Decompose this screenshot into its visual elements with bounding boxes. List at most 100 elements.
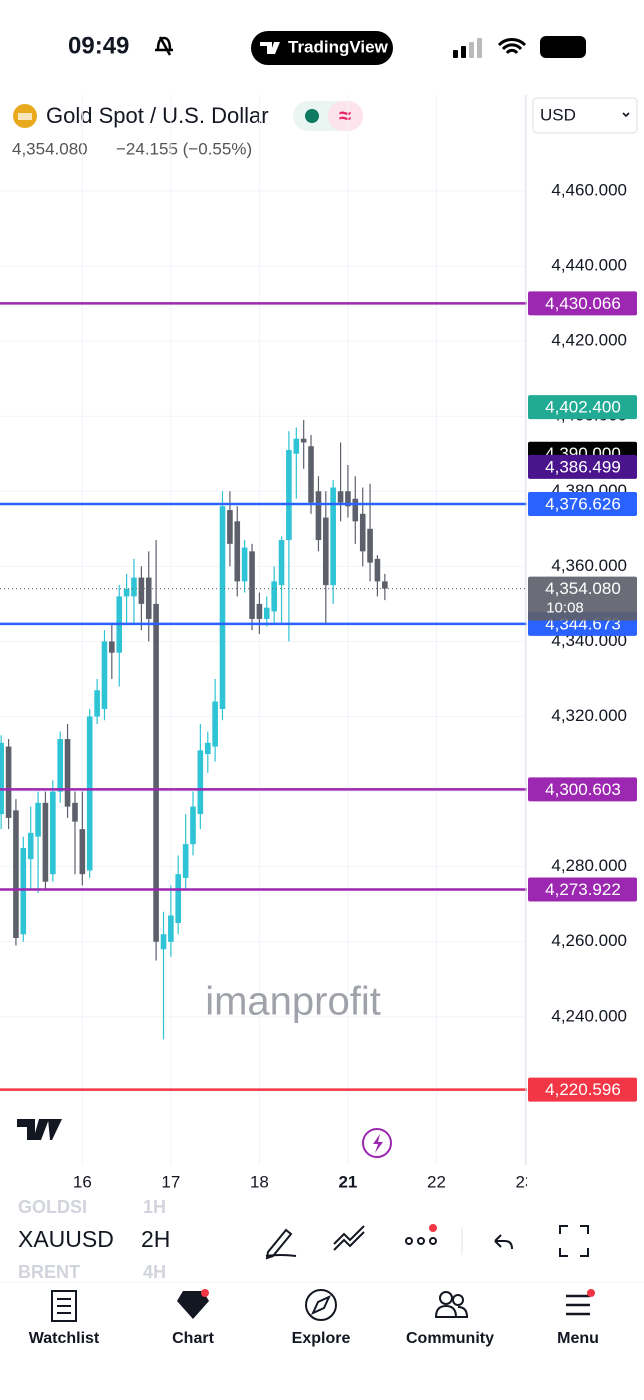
candle-body — [72, 802, 78, 822]
price-badge-label: 4,220.596 — [545, 1080, 621, 1099]
symbol-option[interactable]: GOLDSI — [18, 1197, 87, 1217]
last-price-badge — [528, 576, 637, 621]
candle-body — [42, 802, 49, 882]
app-pill[interactable] — [251, 31, 393, 65]
community-icon — [434, 1304, 469, 1318]
community-head — [452, 1294, 464, 1306]
x-tick-label: 21 — [338, 1172, 357, 1191]
candle-body — [219, 506, 226, 710]
menu-icon — [566, 1294, 590, 1316]
candle-body — [50, 791, 56, 875]
y-tick-label: 4,460.000 — [551, 180, 627, 199]
notify-dot — [201, 1289, 209, 1297]
clock: 09:49 — [68, 32, 129, 59]
candle-body — [293, 438, 300, 454]
candle-body — [94, 690, 100, 717]
currency-select[interactable] — [532, 97, 638, 134]
indicators-tool[interactable] — [333, 1225, 365, 1251]
candle-body — [79, 829, 86, 875]
candle-body — [234, 521, 241, 582]
notify-dot — [587, 1289, 595, 1297]
y-tick-label: 4,360.000 — [551, 556, 627, 575]
countdown: 10:08 — [546, 600, 584, 617]
price-badge-label: 4,300.603 — [545, 780, 621, 799]
status-badge-pink — [328, 101, 363, 131]
candle-body — [352, 498, 359, 522]
price-badge — [528, 395, 637, 420]
candle-body — [35, 802, 41, 837]
candle-body — [271, 581, 277, 612]
candle-body — [367, 528, 373, 563]
candle-body — [138, 577, 145, 604]
nav-label[interactable]: Explore — [292, 1330, 351, 1347]
candle-body — [204, 742, 211, 755]
price-badge — [528, 1077, 637, 1102]
candle-body — [168, 915, 174, 942]
fade — [95, 1195, 125, 1285]
battery-icon — [540, 36, 586, 58]
watermark: imanprofit — [205, 980, 381, 1024]
axis-cover — [527, 1166, 644, 1196]
candle-body — [109, 641, 115, 653]
interval-option[interactable]: 4H — [143, 1262, 166, 1282]
nav-label[interactable]: Community — [406, 1330, 494, 1347]
symbol-option[interactable]: BRENT — [18, 1262, 80, 1282]
compass — [310, 1294, 332, 1316]
price-badge-label: 4,273.922 — [545, 880, 621, 899]
nav-label[interactable]: Watchlist — [29, 1330, 100, 1347]
x-tick-label: 18 — [250, 1172, 269, 1191]
watchlist-icon — [51, 1290, 77, 1322]
candle-body — [300, 438, 307, 443]
candle-body — [337, 491, 344, 503]
price-badge-label: 4,430.066 — [545, 294, 621, 313]
fullscreen-tool[interactable] — [559, 1225, 589, 1257]
candle-body — [286, 449, 292, 541]
undo-tool[interactable] — [494, 1234, 513, 1250]
candle-body — [123, 588, 130, 597]
candle-body — [182, 844, 189, 878]
explore-icon — [305, 1289, 337, 1321]
candle-body — [359, 513, 366, 552]
price-badge — [528, 454, 637, 479]
candle-body — [249, 551, 255, 619]
alert-button[interactable] — [362, 1128, 392, 1158]
candle-body — [57, 739, 64, 792]
notify-dot — [429, 1224, 437, 1232]
last-price-label: 4,354.080 — [545, 579, 621, 598]
candle-body — [227, 510, 233, 544]
x-tick-label: 22 — [427, 1172, 446, 1191]
y-tick-label: 4,280.000 — [551, 856, 627, 875]
y-tick-label: 4,240.000 — [551, 1006, 627, 1025]
community-head — [439, 1291, 453, 1305]
interval[interactable]: 2H — [141, 1226, 170, 1252]
signal-icon — [453, 38, 482, 58]
candle-body — [382, 581, 388, 589]
candle-body — [212, 701, 218, 747]
candle-body — [197, 750, 204, 815]
app-name: TradingView — [288, 37, 389, 56]
interval-option[interactable]: 1H — [143, 1197, 166, 1217]
market-open-dot — [305, 109, 319, 123]
more-tool[interactable] — [405, 1237, 437, 1245]
price-badge-label: 4,376.626 — [545, 494, 621, 513]
candle-body — [131, 577, 137, 597]
candle-body — [330, 487, 336, 586]
candle-body — [278, 540, 285, 586]
candle-body — [27, 832, 34, 860]
nav-label[interactable]: Chart — [172, 1330, 214, 1347]
currency: USD — [540, 105, 576, 124]
candle-body — [153, 603, 159, 942]
y-tick-label: 4,260.000 — [551, 931, 627, 950]
candle-body — [345, 491, 351, 507]
candle-body — [13, 810, 19, 939]
price-badge — [528, 491, 637, 516]
candle-body — [145, 577, 152, 619]
candle-body — [308, 446, 314, 503]
mute-icon — [155, 36, 173, 56]
nav-label[interactable]: Menu — [557, 1330, 599, 1347]
last-price: 4,354.080 — [12, 139, 88, 158]
candle-body — [241, 547, 248, 582]
candle-body — [64, 739, 71, 807]
draw-tool[interactable] — [265, 1228, 297, 1260]
